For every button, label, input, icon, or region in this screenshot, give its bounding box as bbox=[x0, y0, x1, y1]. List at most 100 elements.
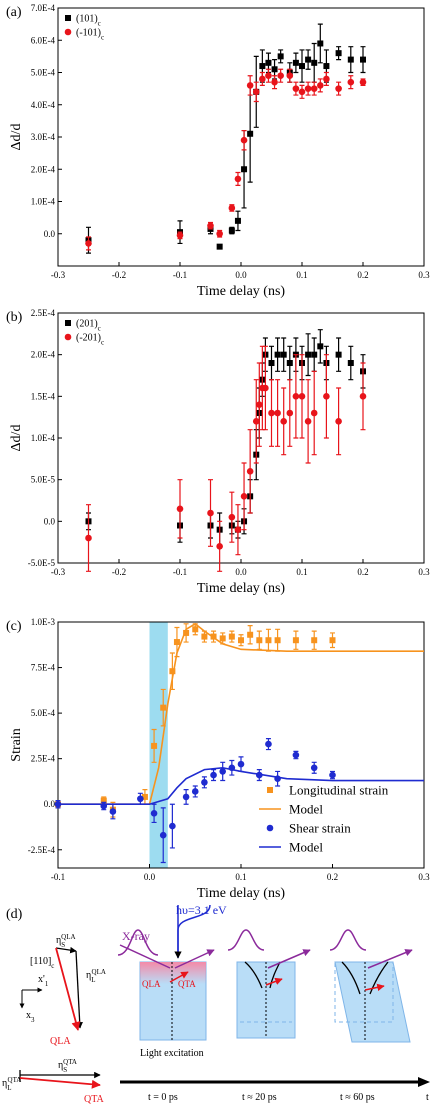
y-tick-label: 7.5E-4 bbox=[31, 663, 56, 673]
data-point bbox=[219, 635, 226, 642]
legend-name: (-201) bbox=[76, 333, 101, 344]
xray-beam bbox=[174, 949, 215, 969]
data-point bbox=[85, 534, 92, 542]
data-point bbox=[286, 360, 293, 366]
legend-marker bbox=[64, 333, 72, 341]
data-point bbox=[262, 384, 269, 392]
data-point bbox=[252, 88, 260, 96]
data-point bbox=[228, 513, 236, 521]
x-axis-label: Time delay (ns) bbox=[197, 284, 285, 299]
data-point bbox=[335, 50, 342, 57]
y-axis-label: Strain bbox=[9, 728, 24, 761]
data-point bbox=[271, 66, 278, 73]
data-point bbox=[141, 793, 148, 800]
x-tick-label: -0.1 bbox=[173, 567, 187, 577]
data-point bbox=[310, 764, 318, 772]
legend-marker bbox=[267, 787, 273, 793]
data-point bbox=[347, 78, 355, 86]
x-tick-label: 0.1 bbox=[235, 872, 246, 882]
label: ηSQTA bbox=[58, 1058, 77, 1074]
y-axis-label: Δd/d bbox=[9, 124, 24, 151]
data-point bbox=[216, 230, 223, 238]
data-point bbox=[304, 85, 312, 92]
data-point bbox=[109, 808, 117, 815]
plot-frame bbox=[57, 7, 425, 267]
x-tick-label: 0.0 bbox=[235, 567, 247, 577]
xray-pulse bbox=[227, 929, 265, 951]
xray-beam bbox=[119, 944, 171, 969]
data-point bbox=[259, 63, 266, 70]
data-point bbox=[238, 637, 244, 644]
data-point bbox=[256, 637, 263, 644]
y-tick-label: 1.0E-4 bbox=[31, 433, 56, 443]
legend-marker bbox=[65, 15, 71, 21]
data-point bbox=[216, 243, 223, 250]
x-tick-label: 0.0 bbox=[144, 872, 156, 882]
label: t bbox=[426, 1092, 429, 1103]
legend-label: (201)c bbox=[76, 319, 101, 333]
y-tick-label: 1.0E-3 bbox=[31, 617, 56, 627]
legend-label: (101)c bbox=[76, 14, 101, 28]
label: QLA bbox=[50, 1036, 71, 1047]
vector bbox=[55, 947, 81, 1031]
data-point bbox=[173, 639, 180, 646]
x-tick-label: 0.2 bbox=[357, 567, 368, 577]
y-axis-label: Δd/d bbox=[9, 425, 24, 452]
legend-marker bbox=[64, 28, 72, 36]
data-point bbox=[240, 493, 248, 500]
data-point bbox=[201, 779, 208, 786]
data-point bbox=[268, 409, 275, 417]
data-point bbox=[176, 232, 184, 239]
data-point bbox=[246, 82, 254, 89]
xray-beam bbox=[367, 949, 413, 969]
data-point bbox=[310, 85, 318, 92]
data-point bbox=[160, 704, 167, 711]
data-point bbox=[192, 626, 199, 633]
label: X-ray bbox=[122, 929, 150, 943]
legend-name: (101) bbox=[76, 14, 98, 25]
data-point bbox=[310, 409, 318, 417]
x-tick-label: 0.3 bbox=[418, 567, 430, 577]
x-tick-label: -0.3 bbox=[51, 567, 66, 577]
legend-name-sub: c bbox=[98, 325, 101, 333]
legend-name: Model bbox=[289, 802, 323, 817]
y-tick-label: 1.5E-4 bbox=[31, 391, 56, 401]
x-axis-label: Time delay (ns) bbox=[197, 886, 285, 901]
legend-label: Shear strain bbox=[289, 821, 351, 836]
x-tick-label: 0.0 bbox=[235, 270, 247, 280]
data-point bbox=[207, 222, 214, 229]
data-point bbox=[335, 351, 342, 358]
xray-pulse bbox=[329, 929, 367, 951]
data-point bbox=[234, 217, 241, 224]
data-point bbox=[246, 468, 254, 475]
legend-name-sub: c bbox=[101, 339, 104, 347]
chart-panel: 1.0E-3 7.5E-4 5.0E-4 2.5E-4 0.0 -2.5E-4 -0.1 0.… bbox=[6, 617, 430, 901]
legend-label: Model bbox=[289, 840, 323, 855]
data-point bbox=[151, 742, 158, 749]
data-point bbox=[247, 631, 254, 638]
x-tick-label: -0.2 bbox=[112, 567, 126, 577]
data-point bbox=[234, 526, 242, 533]
x-tick-label: 0.2 bbox=[357, 270, 368, 280]
chart-panel: 2.5E-4 2.0E-4 1.5E-4 1.0E-4 5.0E-5 0.0 -5.0E-5… bbox=[6, 308, 430, 596]
legend-label: Longitudinal strain bbox=[289, 783, 389, 798]
data-point bbox=[255, 401, 263, 408]
label: QTA bbox=[84, 1094, 105, 1105]
legend-marker bbox=[65, 320, 71, 326]
data-point bbox=[335, 418, 342, 425]
y-tick-label: 5.0E-5 bbox=[31, 475, 56, 485]
label: t ≈ 20 ps bbox=[242, 1092, 277, 1103]
data-point bbox=[201, 633, 208, 640]
data-point bbox=[259, 75, 266, 83]
data-point bbox=[207, 509, 214, 517]
data-point bbox=[265, 72, 272, 80]
y-tick-label: 2.5E-4 bbox=[31, 754, 56, 764]
model-line bbox=[58, 766, 424, 806]
data-point bbox=[329, 771, 336, 779]
y-tick-label: 2.5E-4 bbox=[31, 308, 56, 318]
data-point bbox=[292, 637, 299, 644]
legend-marker bbox=[266, 824, 274, 832]
legend-name-sub: c bbox=[101, 34, 104, 42]
data-point bbox=[305, 351, 312, 358]
